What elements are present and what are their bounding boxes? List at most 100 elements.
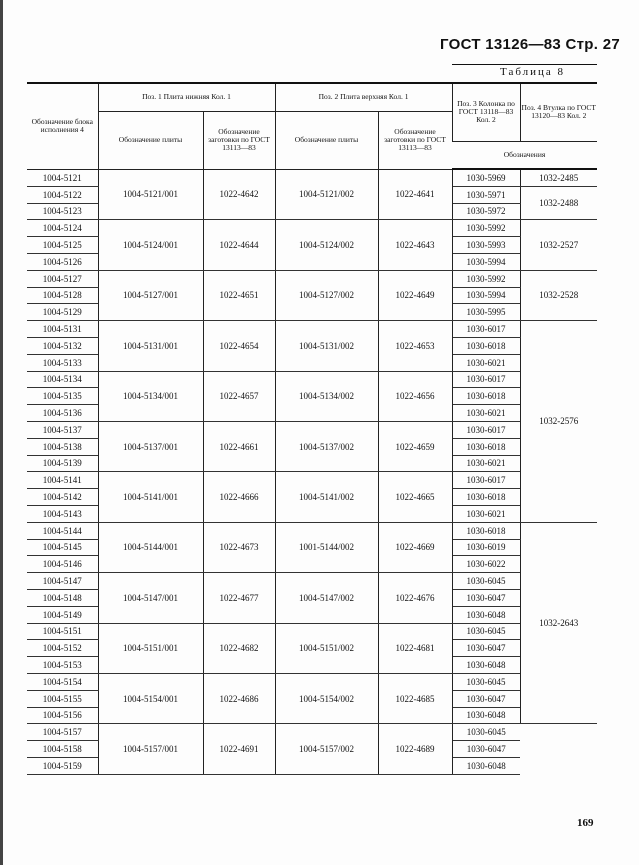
header-pos4: Поз. 4 Втулка по ГОСТ 13120—83 Кол. 2 bbox=[519, 82, 598, 142]
block-designation: 1004-5159 bbox=[27, 757, 99, 775]
upper-plate-designation: 1004-5127/002 bbox=[274, 270, 379, 322]
block-designation: 1004-5132 bbox=[27, 337, 99, 355]
header-pos2: Поз. 2 Плита верхняя Кол. 1 bbox=[274, 82, 453, 112]
column-designation: 1030-6047 bbox=[451, 690, 521, 708]
upper-blank-designation: 1022-4659 bbox=[377, 421, 453, 473]
table-row: 1004-5152 1030-6047 bbox=[27, 639, 597, 658]
column-designation: 1030-5994 bbox=[451, 287, 521, 305]
table-row: 1004-5131 1004-5131/001 1022-4654 1004-5131… bbox=[27, 320, 598, 523]
table-row: 1004-5146 1030-6022 bbox=[27, 555, 597, 574]
bushing-designation: 1032-2576 bbox=[519, 320, 598, 523]
column-designation: 1030-6017 bbox=[451, 471, 521, 490]
lower-blank-designation: 1022-4642 bbox=[202, 169, 276, 221]
table-row: 1004-5137 1004-5137/001 1022-4661 1004-5137… bbox=[27, 421, 597, 473]
block-designation: 1004-5146 bbox=[27, 555, 99, 574]
upper-plate-designation: 1004-5154/002 bbox=[274, 673, 379, 725]
lower-blank-designation: 1022-4654 bbox=[202, 320, 276, 372]
block-designation: 1004-5134 bbox=[27, 371, 99, 389]
header-upper-blank: Обозначение заготовки по ГОСТ 13113—83 bbox=[377, 110, 453, 170]
lower-blank-designation: 1022-4666 bbox=[202, 471, 276, 523]
table-row: 1004-5126 1030-5994 bbox=[27, 253, 597, 271]
bushing-designation: 1032-2643 bbox=[519, 522, 598, 725]
column-designation: 1030-6045 bbox=[451, 572, 521, 590]
lower-blank-designation: 1022-4644 bbox=[202, 219, 276, 271]
table-row: 1004-5154 1004-5154/001 1022-4686 1004-5154… bbox=[27, 673, 597, 725]
upper-blank-designation: 1022-4649 bbox=[377, 270, 453, 322]
table-row: 1004-5145 1030-6019 bbox=[27, 539, 597, 557]
table-row: 1004-5129 1030-5995 bbox=[27, 303, 597, 322]
block-designation: 1004-5122 bbox=[27, 186, 99, 204]
table-row: 1004-5147 1004-5147/001 1022-4677 1004-5147… bbox=[27, 572, 597, 624]
column-designation: 1030-6045 bbox=[451, 673, 521, 691]
header-rule bbox=[452, 64, 597, 65]
lower-blank-designation: 1022-4682 bbox=[202, 623, 276, 674]
block-designation: 1004-5138 bbox=[27, 438, 99, 456]
lower-blank-designation: 1022-4661 bbox=[202, 421, 276, 473]
page-number: 169 bbox=[577, 817, 594, 829]
column-designation: 1030-6018 bbox=[451, 522, 521, 540]
table-row: 1004-5138 1030-6018 bbox=[27, 438, 597, 456]
lower-plate-designation: 1004-5147/001 bbox=[97, 572, 204, 624]
block-designation: 1004-5137 bbox=[27, 421, 99, 439]
column-designation: 1030-5992 bbox=[451, 270, 521, 288]
table-row: 1004-5151 1004-5151/001 1022-4682 1004-5151… bbox=[27, 623, 597, 674]
table-row: 1004-5122 1030-5971 1032-2488 bbox=[27, 186, 598, 221]
table-row: 1004-5148 1030-6047 bbox=[27, 589, 597, 607]
column-designation: 1030-6017 bbox=[451, 371, 521, 389]
upper-plate-designation: 1004-5147/002 bbox=[274, 572, 379, 624]
block-designation: 1004-5135 bbox=[27, 387, 99, 406]
bushing-designation: 1032-2488 bbox=[519, 186, 598, 221]
block-designation: 1004-5151 bbox=[27, 623, 99, 641]
upper-blank-designation: 1022-4689 bbox=[377, 723, 453, 775]
block-designation: 1004-5141 bbox=[27, 471, 99, 490]
column-designation: 1030-6045 bbox=[451, 623, 521, 641]
header-block: Обозначение блока исполнения 4 bbox=[27, 82, 99, 170]
table-row: 1004-5134 1004-5134/001 1022-4657 1004-5134… bbox=[27, 371, 597, 422]
block-designation: 1004-5123 bbox=[27, 203, 99, 221]
column-designation: 1030-6019 bbox=[451, 539, 521, 557]
upper-blank-designation: 1022-4685 bbox=[377, 673, 453, 725]
lower-blank-designation: 1022-4686 bbox=[202, 673, 276, 725]
table-row: 1004-5143 1030-6021 bbox=[27, 505, 597, 523]
bushing-designation: 1032-2528 bbox=[519, 270, 598, 322]
lower-blank-designation: 1022-4657 bbox=[202, 371, 276, 422]
upper-blank-designation: 1022-4681 bbox=[377, 623, 453, 674]
bushing-designation: 1032-2527 bbox=[519, 219, 598, 271]
upper-blank-designation: 1022-4669 bbox=[377, 522, 453, 574]
header-designations: Обозначения bbox=[452, 140, 598, 170]
table-row: 1004-5153 1030-6048 bbox=[27, 656, 597, 674]
table-row: 1004-5135 1030-6018 bbox=[27, 387, 597, 406]
column-designation: 1030-6021 bbox=[451, 404, 521, 422]
block-designation: 1004-5147 bbox=[27, 572, 99, 590]
lower-blank-designation: 1022-4677 bbox=[202, 572, 276, 624]
header-pos1: Поз. 1 Плита нижняя Кол. 1 bbox=[97, 82, 276, 112]
upper-plate-designation: 1004-5141/002 bbox=[274, 471, 379, 523]
upper-plate-designation: 1004-5157/002 bbox=[274, 723, 379, 775]
running-header: ГОСТ 13126—83 Стр. 27 bbox=[440, 36, 620, 53]
table-row: 1004-5156 1030-6048 bbox=[27, 707, 597, 725]
upper-plate-designation: 1001-5144/002 bbox=[274, 522, 379, 574]
lower-blank-designation: 1022-4691 bbox=[202, 723, 276, 775]
bushing-designation: 1032-2485 bbox=[519, 169, 598, 187]
scan-edge bbox=[0, 0, 3, 865]
lower-plate-designation: 1004-5141/001 bbox=[97, 471, 204, 523]
block-designation: 1004-5129 bbox=[27, 303, 99, 322]
column-designation: 1030-6048 bbox=[451, 656, 521, 674]
upper-blank-designation: 1022-4676 bbox=[377, 572, 453, 624]
block-designation: 1004-5145 bbox=[27, 539, 99, 557]
column-designation: 1030-6021 bbox=[451, 354, 521, 372]
block-designation: 1004-5131 bbox=[27, 320, 99, 338]
header-lower-blank: Обозначение заготовки по ГОСТ 13113—83 bbox=[202, 110, 276, 170]
data-table: Обозначение блока исполнения 4 Поз. 1 Пл… bbox=[27, 82, 598, 775]
block-designation: 1004-5152 bbox=[27, 639, 99, 658]
header-pos3: Поз. 3 Колонка по ГОСТ 13118—83 Кол. 2 bbox=[451, 82, 521, 142]
table-row: 1004-5121 1004-5121/001 1022-4642 1004-5121… bbox=[27, 169, 598, 221]
block-designation: 1004-5158 bbox=[27, 740, 99, 758]
block-designation: 1004-5126 bbox=[27, 253, 99, 271]
table-row: 1004-5144 1004-5144/001 1022-4673 1001-5144… bbox=[27, 522, 598, 725]
table-row: 1004-5155 1030-6047 bbox=[27, 690, 597, 708]
block-designation: 1004-5148 bbox=[27, 589, 99, 607]
upper-blank-designation: 1022-4641 bbox=[377, 169, 453, 221]
upper-plate-designation: 1004-5121/002 bbox=[274, 169, 379, 221]
column-designation: 1030-6021 bbox=[451, 455, 521, 473]
